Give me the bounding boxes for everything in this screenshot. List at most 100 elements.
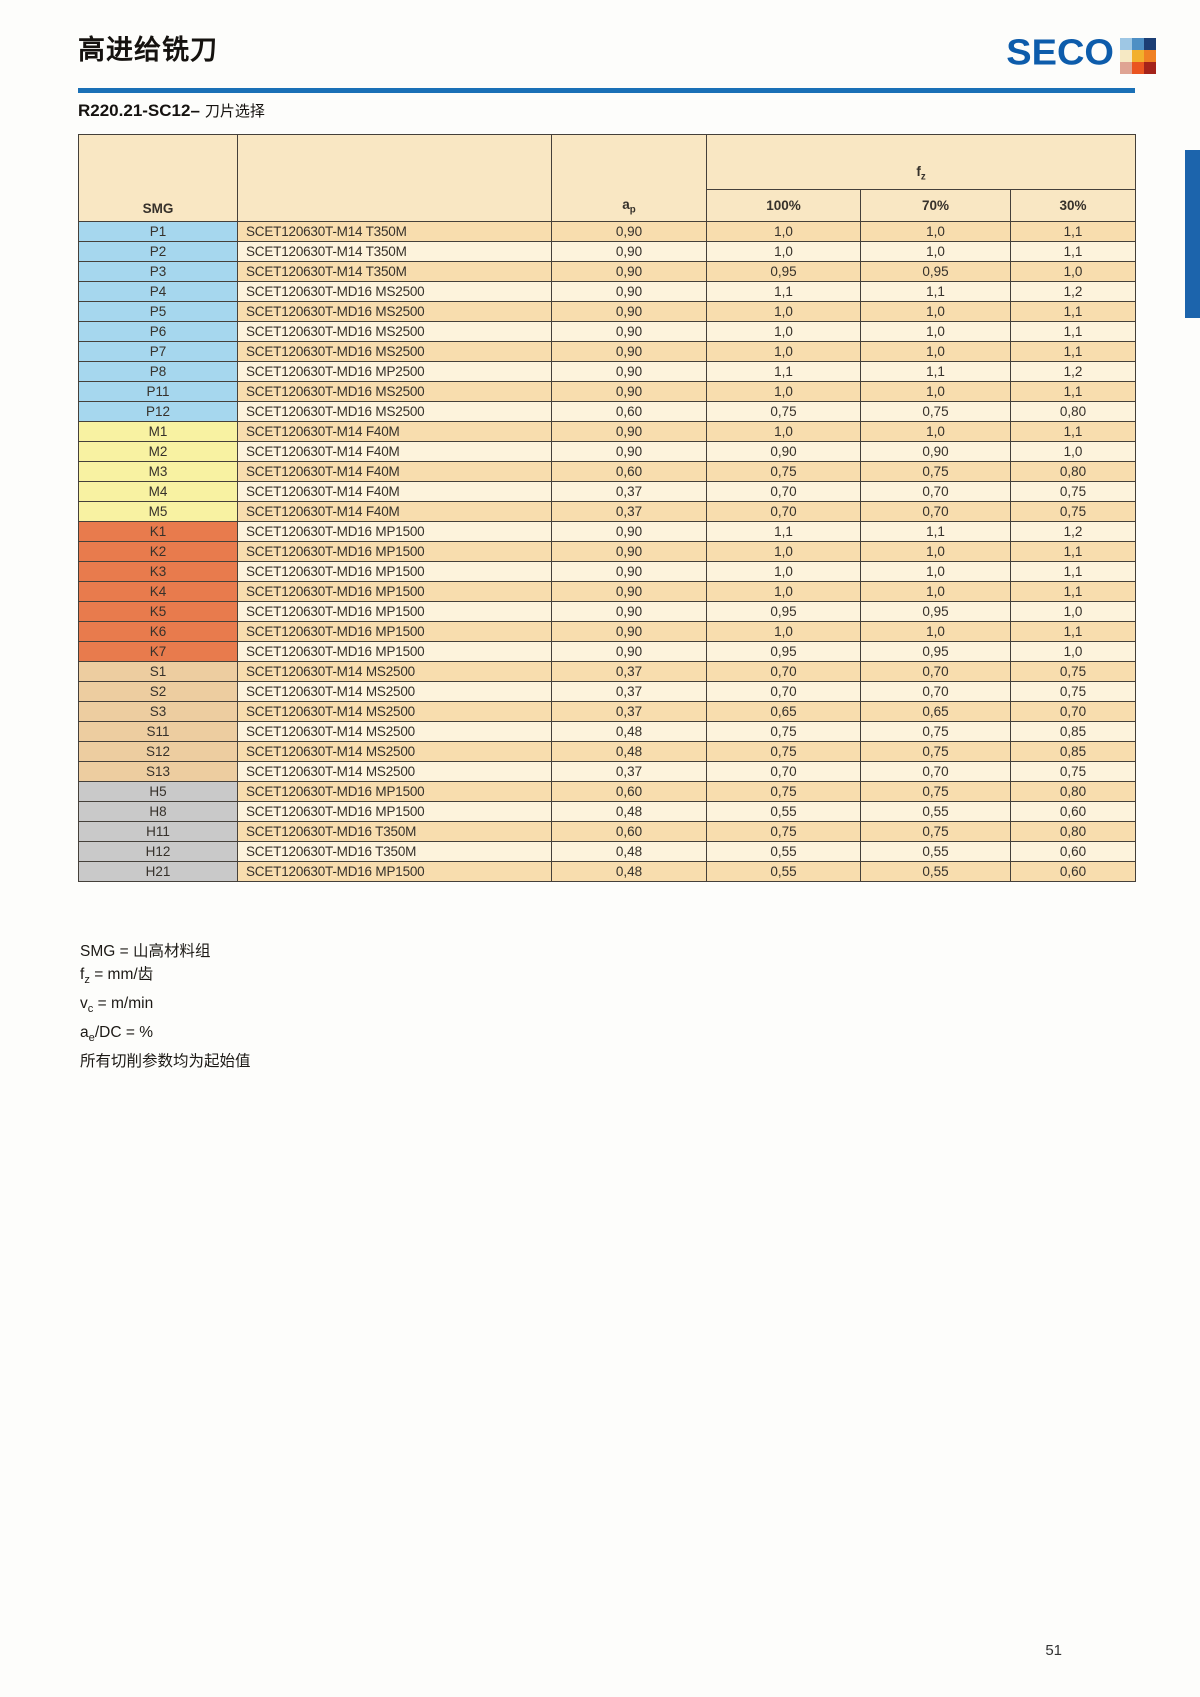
smg-cell: H21 [78, 861, 238, 882]
fz-70-cell: 1,1 [860, 521, 1011, 542]
smg-cell: K4 [78, 581, 238, 602]
table-row: K3 SCET120630T-MD16 MP1500 0,90 1,0 1,0 1,1 [78, 561, 1137, 582]
table-body: P1 SCET120630T-M14 T350M 0,90 1,0 1,0 1,1 P2 SC… [78, 221, 1137, 882]
fz-100-cell: 1,1 [706, 281, 861, 302]
fz-70-cell: 0,55 [860, 841, 1011, 862]
fz-100-cell: 0,55 [706, 861, 861, 882]
fz-30-cell: 1,1 [1009, 241, 1137, 262]
fz-30-cell: 0,75 [1009, 761, 1137, 782]
insert-cell: SCET120630T-M14 MS2500 [237, 681, 552, 702]
table-row: S12 SCET120630T-M14 MS2500 0,48 0,75 0,75 0,8… [78, 741, 1137, 762]
smg-cell: K2 [78, 541, 238, 562]
fz-30-cell: 0,80 [1009, 781, 1137, 802]
fz-70-cell: 0,55 [860, 801, 1011, 822]
fz-70-cell: 1,0 [860, 621, 1011, 642]
fz-70-cell: 1,1 [860, 281, 1011, 302]
insert-cell: SCET120630T-MD16 MP1500 [237, 521, 552, 542]
insert-cell: SCET120630T-MD16 MP1500 [237, 641, 552, 662]
fz-30-cell: 0,80 [1009, 461, 1137, 482]
smg-cell: P6 [78, 321, 238, 342]
insert-cell: SCET120630T-MD16 MP2500 [237, 361, 552, 382]
table-row: S13 SCET120630T-M14 MS2500 0,37 0,70 0,70 0,7… [78, 761, 1137, 782]
fz-100-cell: 0,95 [706, 601, 861, 622]
smg-cell: K3 [78, 561, 238, 582]
fz-100-cell: 0,70 [706, 661, 861, 682]
smg-cell: P2 [78, 241, 238, 262]
ap-cell: 0,48 [551, 741, 707, 762]
fz-70-cell: 1,0 [860, 381, 1011, 402]
fz-100-cell: 0,55 [706, 801, 861, 822]
ap-cell: 0,90 [551, 321, 707, 342]
fz-100-cell: 0,75 [706, 401, 861, 422]
fz-100-cell: 0,75 [706, 821, 861, 842]
table-row: P5 SCET120630T-MD16 MS2500 0,90 1,0 1,0 1,1 [78, 301, 1137, 322]
ap-cell: 0,90 [551, 541, 707, 562]
fz-30-cell: 0,60 [1009, 841, 1137, 862]
fz-30-cell: 1,0 [1009, 261, 1137, 282]
table-row: S3 SCET120630T-M14 MS2500 0,37 0,65 0,65 0,70 [78, 701, 1137, 722]
page-number: 51 [1045, 1642, 1062, 1659]
fz-30-cell: 1,1 [1009, 541, 1137, 562]
smg-cell: K5 [78, 601, 238, 622]
fz-100-cell: 1,0 [706, 381, 861, 402]
ap-symbol: a [622, 197, 630, 213]
table-row: K4 SCET120630T-MD16 MP1500 0,90 1,0 1,0 1,1 [78, 581, 1137, 602]
table-row: P7 SCET120630T-MD16 MS2500 0,90 1,0 1,0 1,1 [78, 341, 1137, 362]
fz-70-cell: 1,0 [860, 421, 1011, 442]
smg-cell: S12 [78, 741, 238, 762]
fz-70-cell: 1,0 [860, 561, 1011, 582]
fz-30-cell: 0,80 [1009, 821, 1137, 842]
ap-cell: 0,37 [551, 661, 707, 682]
fz-30-cell: 0,75 [1009, 661, 1137, 682]
table-row: H12 SCET120630T-MD16 T350M 0,48 0,55 0,55 0,6… [78, 841, 1137, 862]
fz-30-cell: 1,1 [1009, 421, 1137, 442]
fz-70-cell: 0,70 [860, 501, 1011, 522]
fz-70-cell: 0,65 [860, 701, 1011, 722]
fz-100-cell: 1,0 [706, 421, 861, 442]
table-row: K1 SCET120630T-MD16 MP1500 0,90 1,1 1,1 1,2 [78, 521, 1137, 542]
ap-cell: 0,90 [551, 601, 707, 622]
fz-70-cell: 0,75 [860, 781, 1011, 802]
fz-30-cell: 0,75 [1009, 681, 1137, 702]
insert-cell: SCET120630T-MD16 MS2500 [237, 381, 552, 402]
ap-cell: 0,60 [551, 461, 707, 482]
fz-70-cell: 1,0 [860, 581, 1011, 602]
fz-30-cell: 1,2 [1009, 361, 1137, 382]
table-row: P6 SCET120630T-MD16 MS2500 0,90 1,0 1,0 1,1 [78, 321, 1137, 342]
table-row: P4 SCET120630T-MD16 MS2500 0,90 1,1 1,1 1,2 [78, 281, 1137, 302]
fz-30-cell: 0,60 [1009, 801, 1137, 822]
fz-100-cell: 0,70 [706, 761, 861, 782]
fz-100-cell: 0,95 [706, 261, 861, 282]
fz-30-cell: 0,80 [1009, 401, 1137, 422]
table-row: M2 SCET120630T-M14 F40M 0,90 0,90 0,90 1,0 [78, 441, 1137, 462]
smg-cell: M4 [78, 481, 238, 502]
ap-cell: 0,90 [551, 421, 707, 442]
smg-cell: H11 [78, 821, 238, 842]
smg-cell: P1 [78, 221, 238, 242]
table-row: M4 SCET120630T-M14 F40M 0,37 0,70 0,70 0,75 [78, 481, 1137, 502]
fz-30-cell: 0,75 [1009, 501, 1137, 522]
fz-70-cell: 0,70 [860, 481, 1011, 502]
fz-100-cell: 0,70 [706, 501, 861, 522]
fz-70-cell: 0,95 [860, 261, 1011, 282]
insert-cell: SCET120630T-M14 MS2500 [237, 761, 552, 782]
fz-70-cell: 0,55 [860, 861, 1011, 882]
fz-30-cell: 1,1 [1009, 221, 1137, 242]
table-row: H8 SCET120630T-MD16 MP1500 0,48 0,55 0,55 0,6… [78, 801, 1137, 822]
seco-logo-text: SECO [1006, 33, 1114, 73]
table-row: H11 SCET120630T-MD16 T350M 0,60 0,75 0,75 0,8… [78, 821, 1137, 842]
smg-cell: S3 [78, 701, 238, 722]
smg-cell: S1 [78, 661, 238, 682]
fz-70-cell: 0,75 [860, 741, 1011, 762]
fz-100-cell: 1,0 [706, 241, 861, 262]
table-row: M3 SCET120630T-M14 F40M 0,60 0,75 0,75 0,80 [78, 461, 1137, 482]
section-side-tab [1185, 150, 1200, 318]
fz-30-cell: 0,60 [1009, 861, 1137, 882]
fz-100-cell: 1,0 [706, 341, 861, 362]
fz-70-cell: 0,70 [860, 681, 1011, 702]
ap-cell: 0,90 [551, 341, 707, 362]
fz-100-cell: 1,0 [706, 321, 861, 342]
fz-30-cell: 0,85 [1009, 741, 1137, 762]
fz-30-cell: 1,1 [1009, 301, 1137, 322]
table-row: M5 SCET120630T-M14 F40M 0,37 0,70 0,70 0,75 [78, 501, 1137, 522]
